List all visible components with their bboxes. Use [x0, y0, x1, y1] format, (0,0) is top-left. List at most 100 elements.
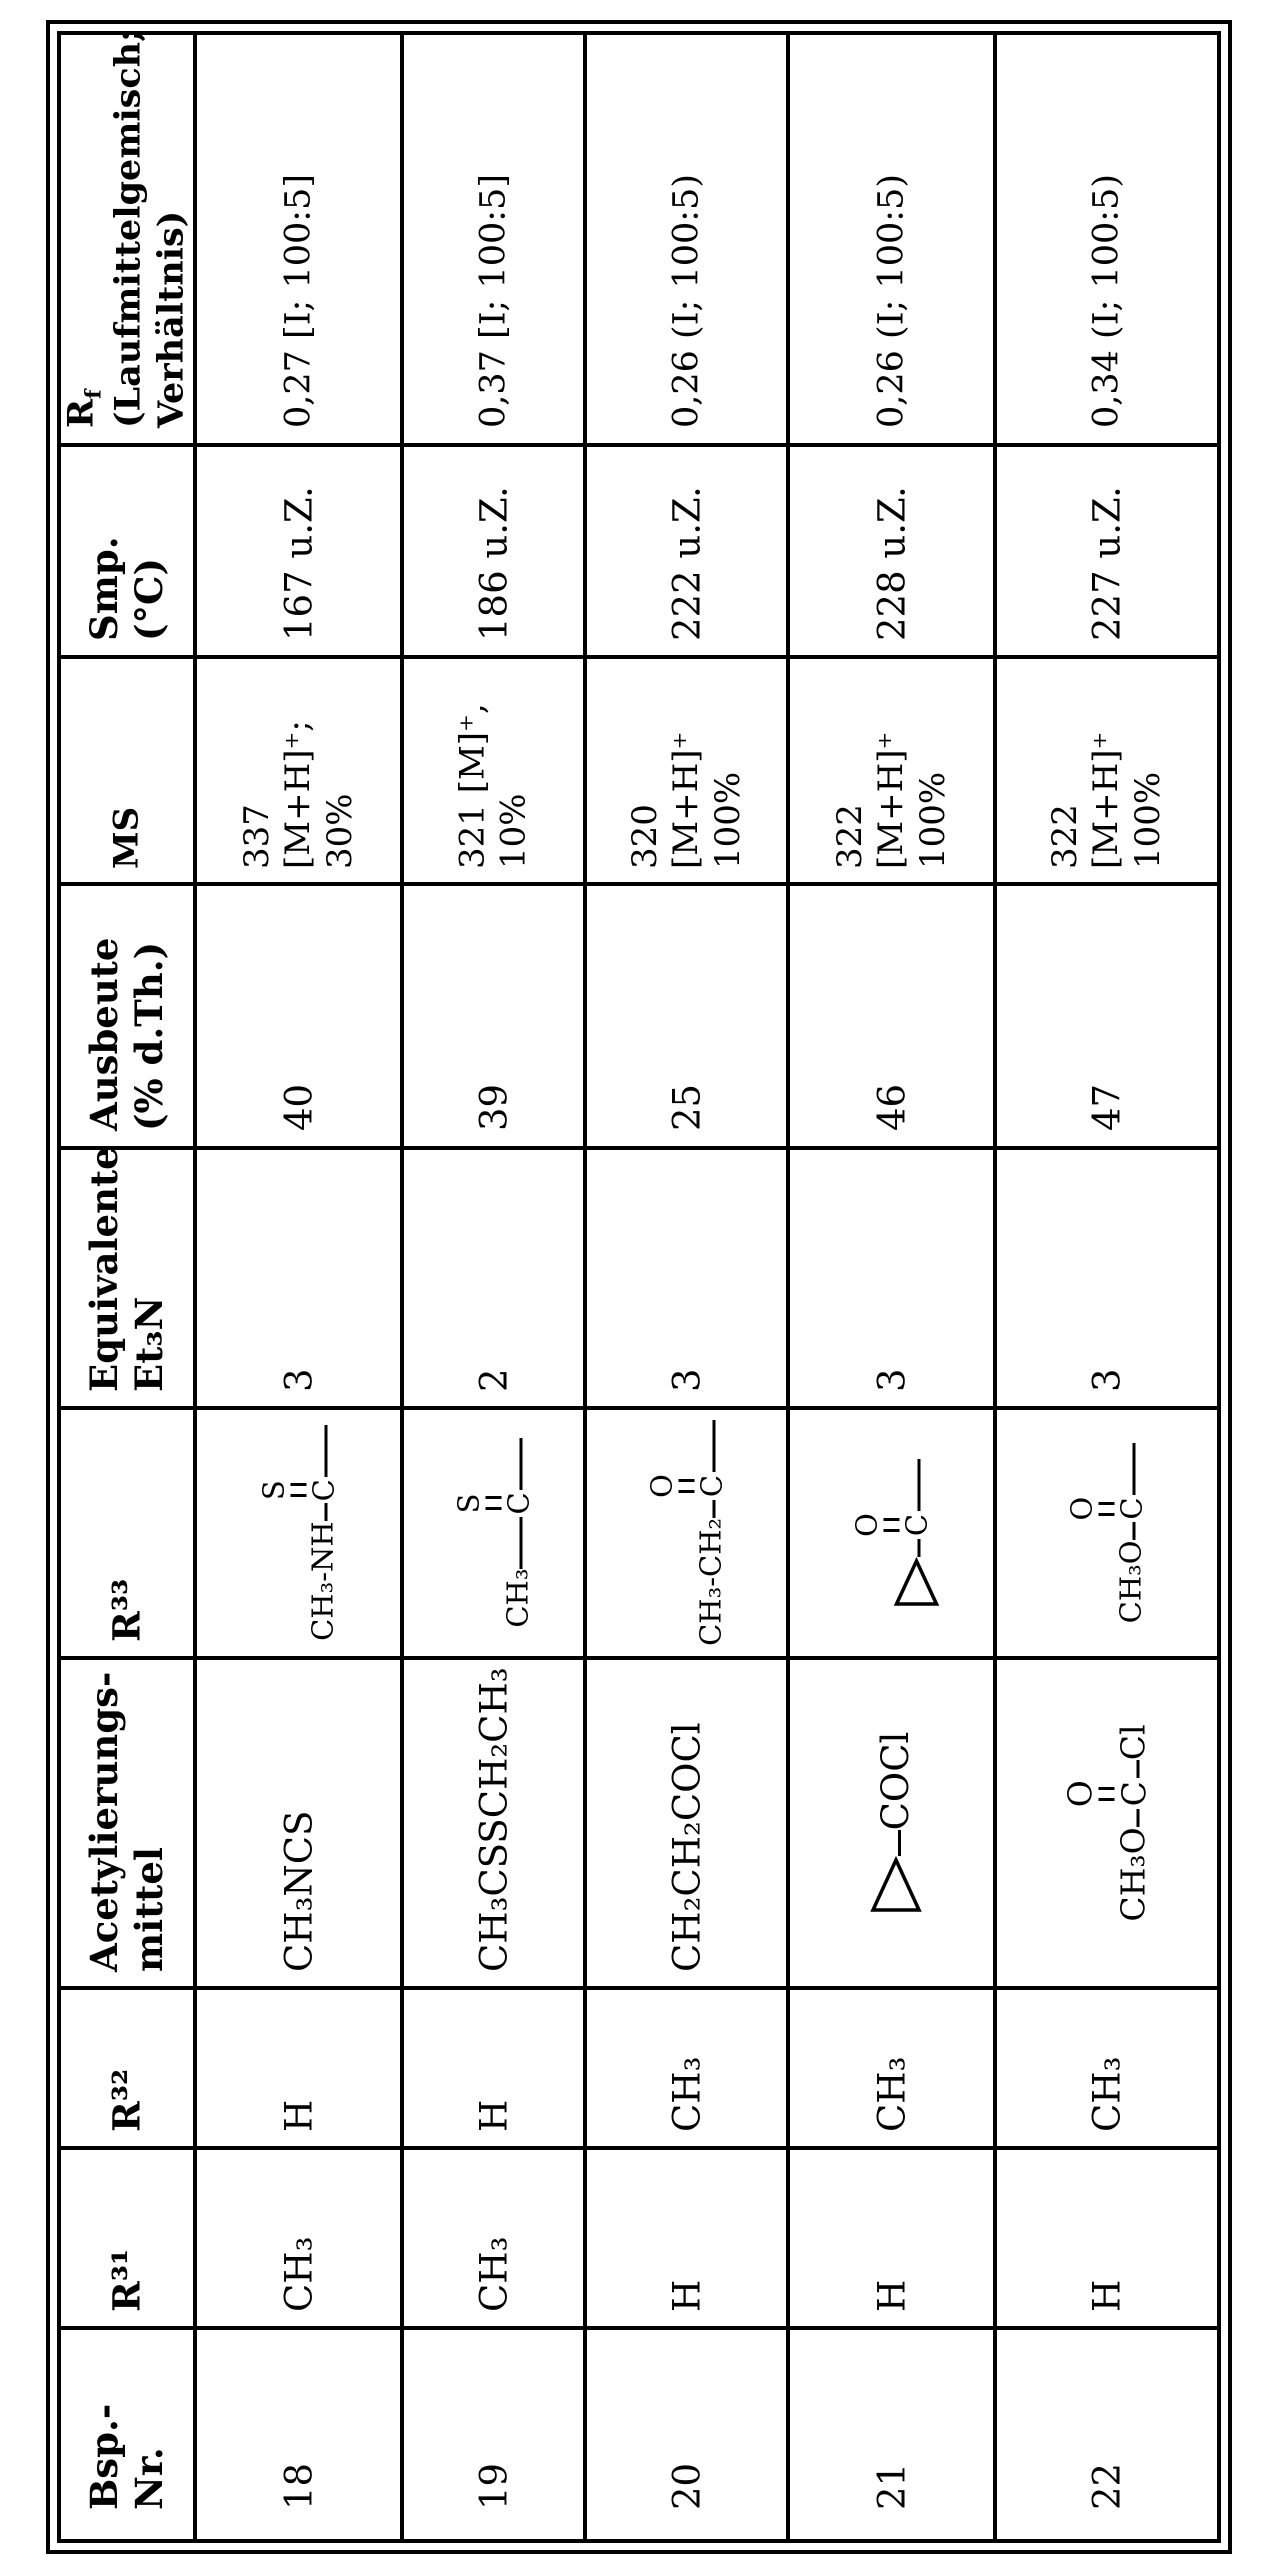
cell-ausbeute-21: 46 [790, 886, 993, 1146]
header-bsp-nr: Bsp.- Nr. [61, 2330, 193, 2539]
cell-ms-19: 321 [M]⁺, 10% [404, 659, 583, 882]
rf-value-21: 0,26 (I; 100:5) [871, 174, 912, 428]
cell-ms-21: 322 [M+H]⁺ 100% [790, 659, 993, 882]
sulfur-atom: S [256, 1480, 290, 1501]
header-equivalente: Equivalente Et₃N [61, 1150, 193, 1406]
oxygen-atom: O [1064, 1496, 1099, 1521]
cell-rf-22: 0,34 (I; 100:5) [997, 35, 1217, 443]
cell-acetyl-19: CH₃CSSCH₂CH₃ [404, 1660, 583, 1986]
single-bond [1132, 1522, 1136, 1541]
attachment-bond [519, 1438, 522, 1491]
rotated-data-table: Rf (Laufmittelgemisch; Verhältnis) 0,27 … [57, 31, 1221, 2543]
header-rf: Rf (Laufmittelgemisch; Verhältnis) [61, 35, 193, 443]
ms-19-line2: 10% [493, 792, 534, 869]
single-bond [1136, 1760, 1140, 1779]
acetyl-value-20: CH₂CH₂COCl [664, 1722, 708, 1972]
cell-bsp-18: 18 [197, 2330, 400, 2539]
header-r33: R³³ [61, 1410, 193, 1656]
cell-acetyl-22: CH₃O O C Cl [997, 1660, 1217, 1986]
cell-r33-21: O C [790, 1410, 993, 1656]
structure-left-group: CH₃ [500, 1568, 534, 1628]
bsp-value-21: 21 [869, 2462, 913, 2510]
cell-rf-20: 0,26 (I; 100:5) [587, 35, 786, 443]
cell-rf-19: 0,37 [I; 100:5] [404, 35, 583, 443]
structure-left-group: CH₃O [1113, 1827, 1153, 1922]
cell-bsp-19: 19 [404, 2330, 583, 2539]
oxygen-atom: O [1060, 1780, 1100, 1808]
cell-r33-20: CH₃-CH₂ O C [587, 1410, 786, 1656]
cyclopropyl-ring-icon [893, 1556, 939, 1606]
structure-cyclopropanecarbonyl: O C [849, 1459, 939, 1607]
cell-ausbeute-18: 40 [197, 886, 400, 1146]
oxygen-atom: O [644, 1474, 678, 1498]
single-bond [519, 1516, 522, 1569]
oxygen-atom: O [849, 1513, 883, 1537]
double-bond-icon [1098, 1501, 1115, 1516]
structure-left-group: CH₃O [1113, 1540, 1148, 1624]
cell-r33-18: CH₃-NH S C [197, 1410, 400, 1656]
rf-value-22: 0,34 (I; 100:5) [1086, 174, 1127, 428]
structure-left-group: CH₃-CH₂ [693, 1517, 727, 1646]
cell-equivalente-22: 3 [997, 1150, 1217, 1406]
single-bond [712, 1499, 715, 1518]
equivalente-value-22: 3 [1085, 1368, 1129, 1392]
structure-propionyl: CH₃-CH₂ O C [644, 1420, 728, 1646]
carbon-atom: C [899, 1513, 933, 1537]
header-acetyl-line2: mittel [127, 1847, 171, 1972]
header-rf-text: Rf (Laufmittelgemisch; Verhältnis) [61, 35, 193, 428]
cell-ausbeute-22: 47 [997, 886, 1217, 1146]
header-smp-text: Smp. (°C) [82, 461, 172, 641]
attachment-bond [917, 1459, 920, 1512]
header-r32-text: R³² [104, 2068, 149, 2132]
cell-smp-18: 167 u.Z. [197, 447, 400, 655]
double-bond-icon [1098, 1786, 1115, 1801]
r31-value-22: H [1085, 2279, 1129, 2312]
header-ms: MS [61, 659, 193, 882]
structure-methyl-chloroformate: CH₃O O C Cl [1060, 1724, 1154, 1922]
r33-structure-19: CH₃ S C [451, 1424, 535, 1642]
header-equivalente-line1: Equivalente [81, 1150, 126, 1392]
cell-equivalente-19: 2 [404, 1150, 583, 1406]
header-ausbeute: Ausbeute (% d.Th.) [61, 886, 193, 1146]
structure-left-group: CH₃-NH [305, 1521, 339, 1641]
r32-value-19: H [471, 2099, 515, 2132]
cell-r33-19: CH₃ S C [404, 1410, 583, 1656]
rf-value-18: 0,27 [I; 100:5] [278, 174, 319, 428]
header-acetylierungsmittel-text: Acetylierungs- mittel [82, 1672, 172, 1972]
bsp-value-18: 18 [276, 2462, 320, 2510]
cell-r32-19: H [404, 1990, 583, 2146]
ms-18-line1: 337 [236, 803, 277, 869]
equivalente-value-20: 3 [664, 1368, 708, 1392]
double-bond-icon [290, 1483, 306, 1498]
rf-value-20: 0,26 (I; 100:5) [666, 174, 707, 428]
cell-r33-22: CH₃O O C [997, 1410, 1217, 1656]
header-r33-text: R³³ [104, 1578, 149, 1642]
acetyl-structure-21: COCl [869, 1674, 922, 1972]
carbon-atom: C [306, 1479, 340, 1502]
header-r32: R³² [61, 1990, 193, 2146]
ausbeute-value-19: 39 [471, 1083, 515, 1131]
header-smp-line1: Smp. [81, 536, 126, 641]
ms-20-line3: 100% [707, 771, 748, 869]
r32-value-18: H [276, 2099, 320, 2132]
rf-subscript: f [81, 389, 107, 399]
double-bond-icon [485, 1496, 501, 1511]
cell-r31-21: H [790, 2150, 993, 2326]
smp-value-19: 186 u.Z. [471, 486, 515, 641]
equivalente-value-19: 2 [471, 1368, 515, 1392]
ausbeute-value-20: 25 [664, 1083, 708, 1131]
bsp-value-20: 20 [664, 2462, 708, 2510]
smp-value-18: 167 u.Z. [276, 486, 320, 641]
r31-value-21: H [869, 2279, 913, 2312]
ms-19-line1: 321 [M]⁺, [452, 702, 493, 869]
ausbeute-value-18: 40 [276, 1083, 320, 1131]
equivalente-value-21: 3 [869, 1368, 913, 1392]
header-smp: Smp. (°C) [61, 447, 193, 655]
rf-symbol: R [61, 398, 102, 428]
header-rf-line1: Rf (Laufmittelgemisch; [61, 35, 151, 428]
acetyl-value-18: CH₃NCS [276, 1810, 320, 1972]
carbon-atom: C [1114, 1781, 1154, 1807]
carbon-atom: C [1114, 1497, 1149, 1520]
structure-cyclopropanecarbonyl-chloride: COCl [869, 1732, 922, 1915]
scanned-table-frame: Rf (Laufmittelgemisch; Verhältnis) 0,27 … [46, 20, 1232, 2554]
